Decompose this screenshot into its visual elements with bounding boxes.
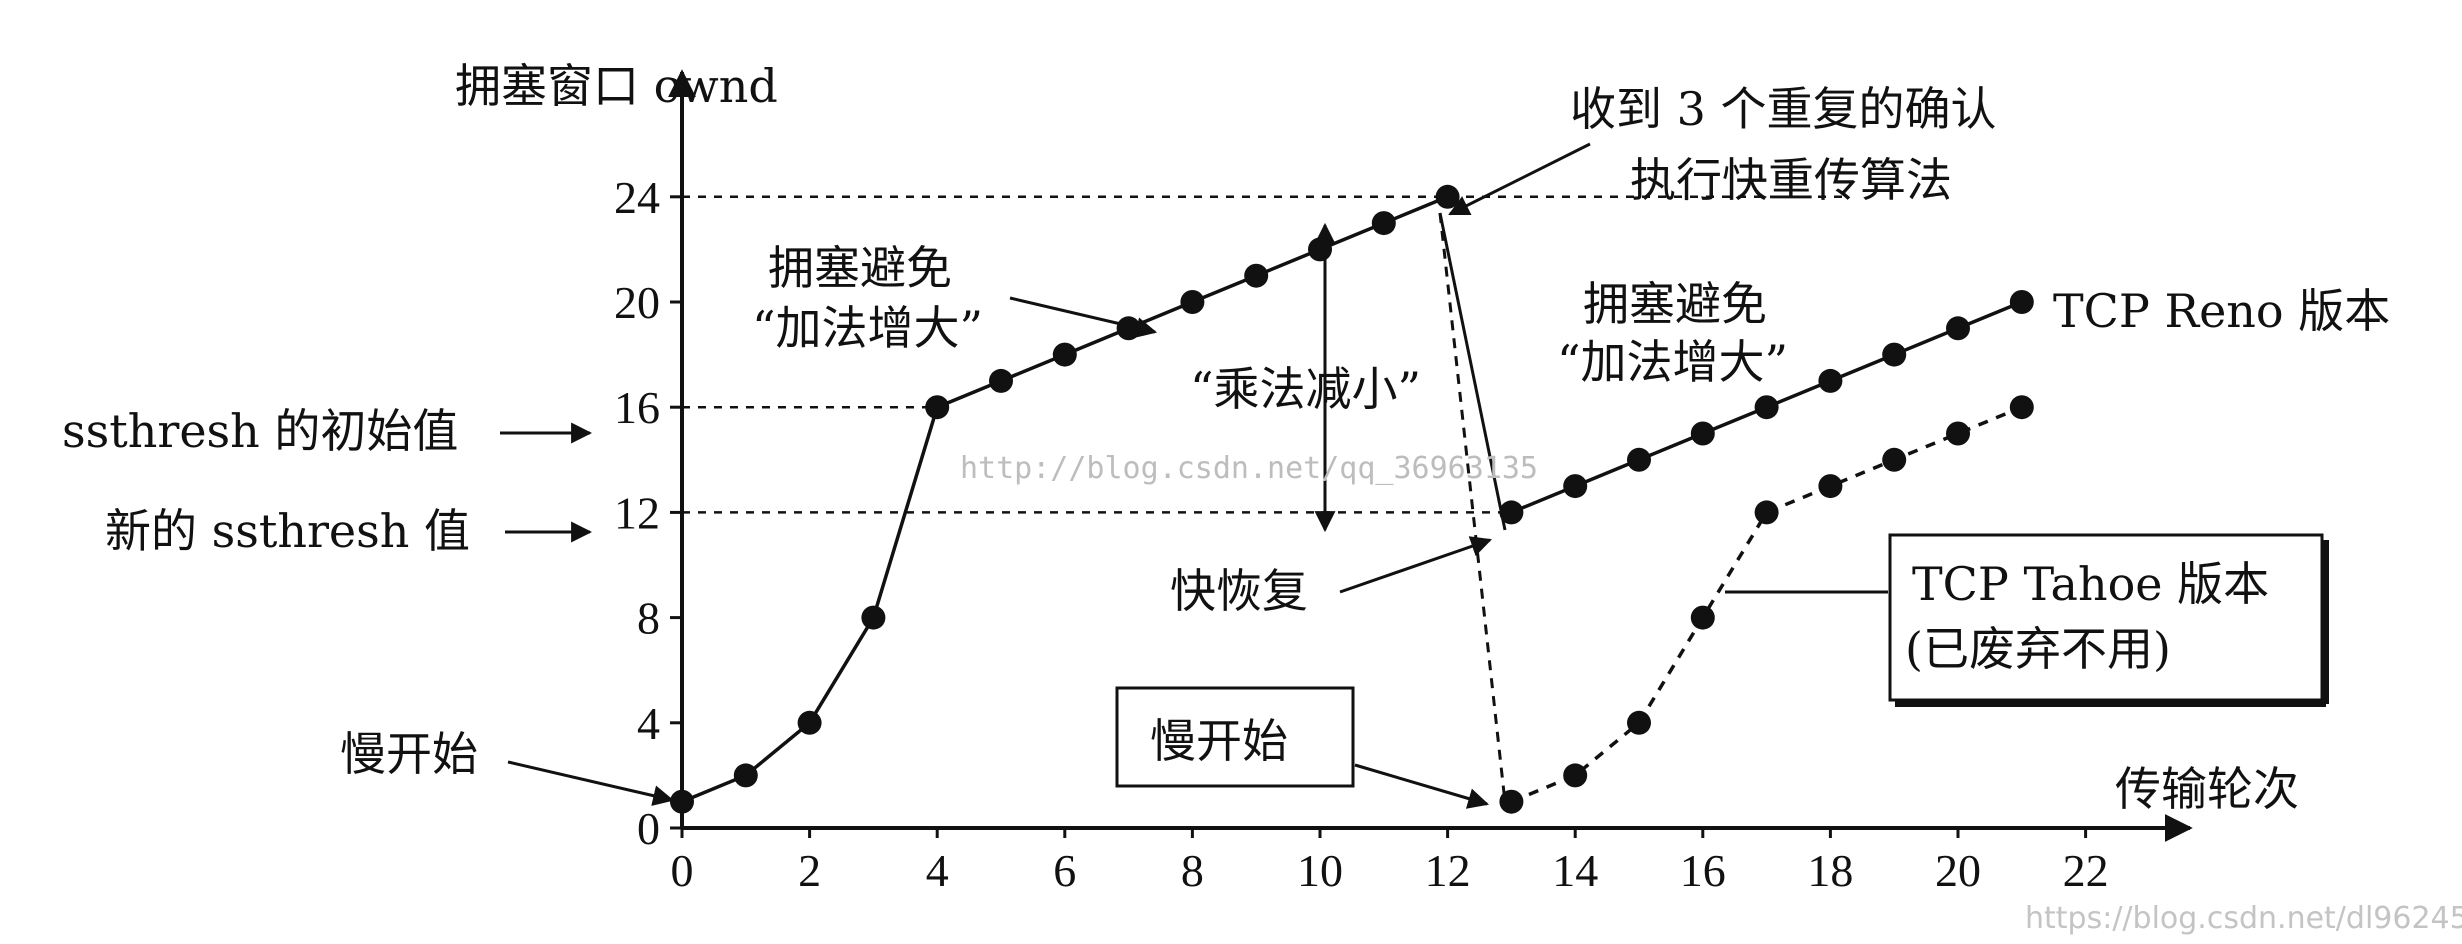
data-point [1627, 447, 1651, 472]
y-ticks: 0 4 8 12 16 20 24 [614, 172, 682, 854]
x-tick-label: 6 [1053, 845, 1076, 896]
x-tick-label: 22 [2063, 845, 2109, 896]
tahoe-box [1888, 533, 2324, 702]
data-point [1946, 421, 1970, 446]
data-point [861, 605, 886, 630]
cong-avoid-2-line2: “加法增大” [1557, 335, 1788, 389]
data-point [2009, 290, 2034, 314]
data-point [1563, 763, 1588, 788]
series-line-2 [1510, 405, 2023, 804]
axes: 拥塞窗口 cwnd 传输轮次 [455, 59, 2299, 842]
x-tick-label: 8 [1181, 845, 1204, 896]
tahoe-drop-line [1438, 212, 1507, 803]
reference-lines [682, 195, 1844, 514]
data-point [1882, 342, 1907, 367]
fast-recovery-label: 快恢复 [1170, 564, 1308, 618]
ssthresh-init-label: ssthresh 的初始值 [62, 404, 458, 458]
mult-decrease-label: “乘法减小” [1190, 362, 1421, 416]
cong-avoid-2-line1: 拥塞避免 [1583, 277, 1767, 331]
y-tick-label: 24 [614, 172, 660, 223]
y-tick-label: 20 [614, 277, 660, 328]
data-point [1690, 605, 1715, 630]
data-point [1754, 395, 1779, 420]
data-point [1180, 290, 1205, 314]
watermark-center: http://blog.csdn.net/qq_36963135 [960, 451, 1538, 486]
data-point [1627, 710, 1651, 735]
y-axis-label: 拥塞窗口 cwnd [455, 59, 778, 113]
x-tick-label: 20 [1935, 845, 1981, 896]
slow-start-arrow-1 [507, 760, 675, 806]
data-point [1499, 500, 1524, 525]
data-point [797, 710, 822, 735]
data-point [1371, 211, 1396, 236]
data-point [989, 368, 1013, 393]
slow-start-box-2 [1115, 686, 1355, 788]
dup-ack-line2: 执行快重传算法 [1630, 153, 1952, 207]
cong-avoid-1-arrow [1009, 296, 1158, 338]
x-tick-label: 2 [798, 845, 821, 896]
x-tick-label: 4 [926, 845, 949, 896]
x-tick-label: 0 [671, 845, 694, 896]
ssthresh-new-label: 新的 ssthresh 值 [105, 504, 470, 558]
series-points [670, 184, 2034, 814]
data-point [1499, 789, 1524, 814]
slow-start-label-2: 慢开始 [1150, 714, 1288, 768]
cong-avoid-1-line1: 拥塞避免 [768, 241, 952, 295]
fast-recovery-arrow [1339, 536, 1492, 594]
x-axis-label: 传输轮次 [2115, 762, 2299, 816]
data-point [1435, 184, 1460, 209]
fast-retransmit-drop-line [1438, 212, 1507, 531]
dup-ack-arrow [1448, 142, 1591, 216]
x-tick-label: 10 [1297, 845, 1343, 896]
annotations: 慢开始 慢开始 拥塞避免 “加法增大” “乘法减小” 收到 3 个重复的确认 执… [62, 82, 2462, 936]
y-tick-label: 16 [614, 382, 660, 433]
x-tick-label: 14 [1552, 845, 1598, 896]
cong-avoid-1-line2: “加法增大” [752, 301, 983, 355]
tahoe-label-line1: TCP Tahoe 版本 [1912, 557, 2269, 611]
data-point [2009, 395, 2034, 420]
data-point [1754, 500, 1779, 525]
dup-ack-line1: 收到 3 个重复的确认 [1570, 82, 1997, 136]
data-point [1244, 263, 1269, 288]
slow-start-arrow-2 [1354, 763, 1490, 809]
y-tick-label: 0 [637, 803, 660, 854]
reno-label: TCP Reno 版本 [2053, 284, 2390, 338]
data-point [1052, 342, 1077, 367]
data-point [1308, 237, 1332, 262]
y-tick-label: 4 [637, 698, 660, 749]
data-point [733, 763, 758, 788]
data-point [1882, 447, 1907, 472]
y-tick-label: 8 [637, 593, 660, 644]
data-point [670, 789, 694, 814]
data-point [1818, 474, 1843, 499]
drop-lines [1314, 212, 1507, 803]
data-point [1946, 316, 1970, 341]
y-tick-label: 12 [614, 487, 660, 538]
x-tick-label: 18 [1807, 845, 1853, 896]
watermark-corner: https://blog.csdn.net/dl962454 [2025, 901, 2462, 936]
x-tick-label: 12 [1425, 845, 1471, 896]
data-point [1563, 474, 1588, 499]
x-tick-label: 16 [1680, 845, 1726, 896]
slow-start-label-1: 慢开始 [340, 727, 478, 781]
data-point [925, 395, 950, 420]
data-point [1690, 421, 1715, 446]
data-point [1818, 368, 1843, 393]
x-ticks: 0 2 4 6 8 10 12 14 16 18 20 22 [671, 828, 2109, 896]
tahoe-label-line2: (已废弃不用) [1905, 622, 2171, 676]
